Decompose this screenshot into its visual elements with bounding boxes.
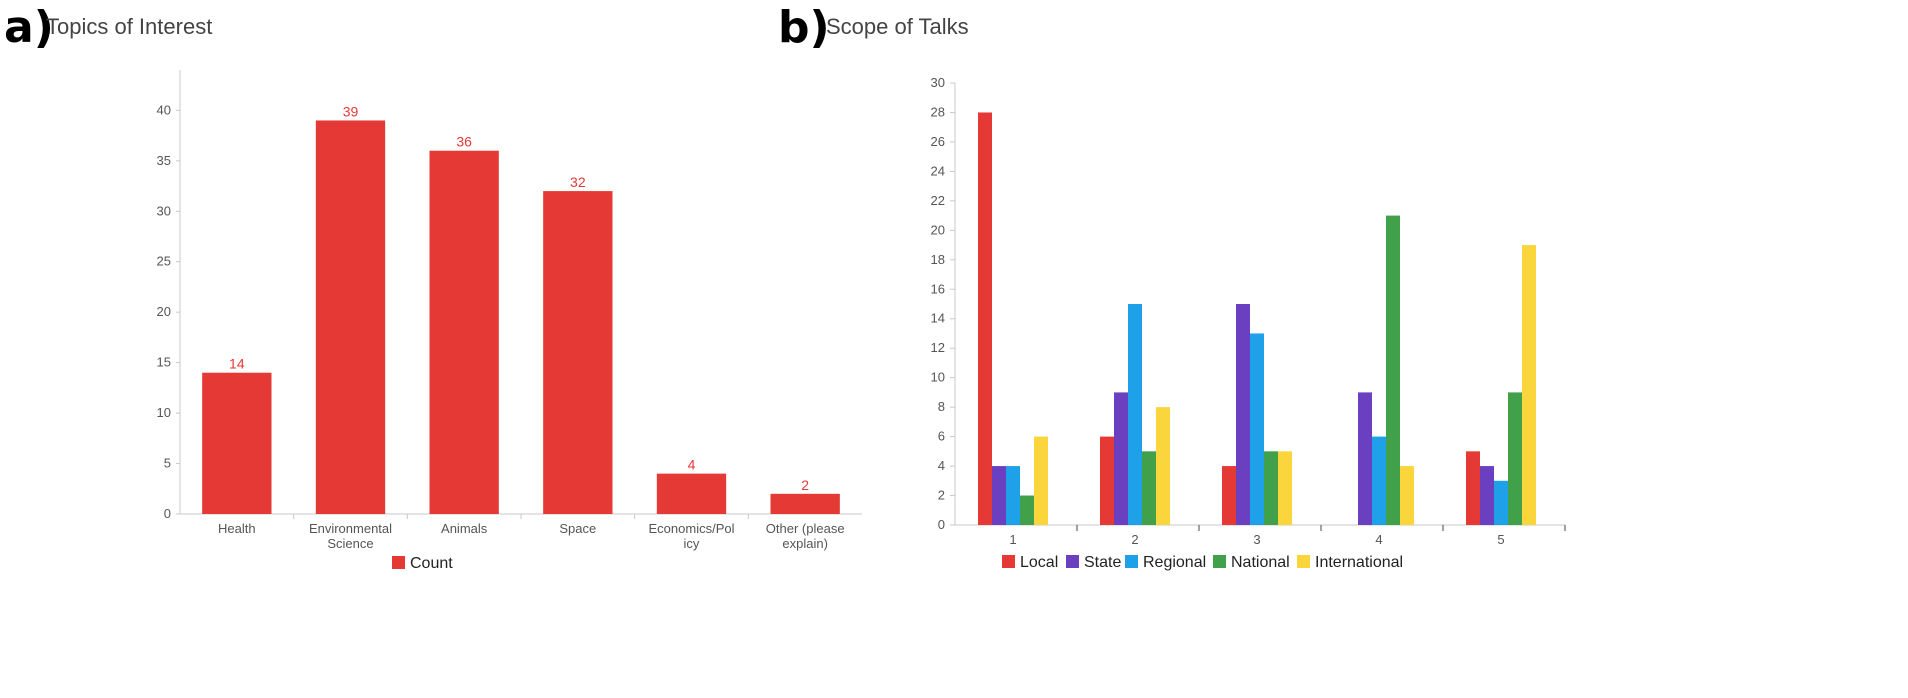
bar-national-5 [1508, 392, 1522, 525]
data-label: 14 [229, 356, 245, 372]
y-tick-label-a: 35 [157, 153, 171, 168]
bar-national-1 [1020, 495, 1034, 525]
y-tick-label-b: 14 [931, 311, 945, 326]
chart-a-topics-of-interest: 0 5 10 15 20 25 30 35 40 14 Health 39 Environmental S… [157, 70, 862, 572]
bar-space [543, 191, 613, 514]
legend-label-state: State [1084, 554, 1121, 571]
data-label: 39 [343, 103, 359, 119]
bar-local-2 [1100, 436, 1114, 525]
y-tick-label-a: 30 [157, 203, 171, 218]
y-tick-label-b: 4 [938, 458, 945, 473]
data-label: 2 [801, 477, 809, 493]
bar-regional-1 [1006, 466, 1020, 525]
bar-economics-policy [656, 473, 727, 514]
data-label: 32 [570, 174, 586, 190]
y-tick-label-b: 20 [931, 222, 945, 237]
y-tick-label-b: 24 [931, 163, 945, 178]
y-tick-label-b: 8 [938, 399, 945, 414]
y-tick-label-a: 0 [164, 506, 171, 521]
bar-international-5 [1522, 245, 1536, 526]
y-tick-label-b: 10 [931, 370, 945, 385]
x-tick-label-b: 1 [1009, 532, 1016, 547]
data-label: 36 [456, 134, 472, 150]
legend-label-national: National [1231, 554, 1290, 571]
y-tick-label-a: 5 [164, 456, 171, 471]
y-tick-label-b: 6 [938, 429, 945, 444]
bar-regional-3 [1250, 333, 1264, 525]
legend-swatch-national [1213, 555, 1226, 568]
x-tick-label-b: 3 [1253, 532, 1260, 547]
panel-a-letter: a) [4, 2, 54, 53]
legend-swatch-state [1066, 555, 1079, 568]
legend-label-count: Count [410, 555, 453, 572]
y-tick-label-b: 18 [931, 252, 945, 267]
bar-national-4 [1386, 215, 1400, 525]
y-tick-label-b: 2 [938, 488, 945, 503]
chart-a-title: Topics of Interest [46, 14, 213, 39]
bar-environmental-science [315, 120, 386, 515]
x-tick-label-b: 2 [1131, 532, 1138, 547]
y-tick-label-b: 16 [931, 281, 945, 296]
x-tick-label-a: Health [218, 521, 256, 536]
legend-swatch-count [392, 556, 405, 569]
bar-national-2 [1142, 451, 1156, 525]
y-tick-label-a: 25 [157, 254, 171, 269]
legend-label-international: International [1315, 554, 1403, 571]
y-tick-label-a: 15 [157, 355, 171, 370]
x-tick-label-a: Economics/Pol icy [649, 521, 735, 551]
x-tick-label-b: 4 [1375, 532, 1382, 547]
y-tick-label-a: 20 [157, 304, 171, 319]
y-tick-label-b: 26 [931, 134, 945, 149]
x-tick-label-a: Animals [441, 521, 488, 536]
x-tick-label-a: Environmental Science [309, 521, 392, 551]
bar-international-4 [1400, 466, 1414, 525]
panel-b-letter: b) [778, 2, 830, 53]
legend-swatch-regional [1125, 555, 1138, 568]
bar-state-5 [1480, 466, 1494, 525]
bar-local-1 [978, 112, 992, 525]
bar-state-3 [1236, 304, 1250, 525]
legend-swatch-international [1297, 555, 1310, 568]
x-tick-label-a: Space [559, 521, 596, 536]
legend-swatch-local [1002, 555, 1015, 568]
data-label: 4 [688, 457, 696, 473]
x-tick-label-a: Other (please explain) [766, 521, 845, 551]
bar-state-2 [1114, 392, 1128, 525]
y-tick-label-a: 10 [157, 405, 171, 420]
bar-animals [429, 150, 499, 514]
y-tick-label-b: 22 [931, 193, 945, 208]
y-tick-label-b: 12 [931, 340, 945, 355]
legend-label-local: Local [1020, 554, 1058, 571]
x-tick-label-b: 5 [1497, 532, 1504, 547]
bar-state-1 [992, 466, 1006, 525]
legend-label-regional: Regional [1143, 554, 1206, 571]
bar-national-3 [1264, 451, 1278, 525]
chart-b-title: Scope of Talks [826, 14, 969, 39]
y-tick-label-a: 40 [157, 102, 171, 117]
bar-international-3 [1278, 451, 1292, 525]
bar-international-2 [1156, 407, 1170, 525]
y-tick-label-b: 30 [931, 75, 945, 90]
bar-state-4 [1358, 392, 1372, 525]
bar-regional-5 [1494, 480, 1508, 525]
bar-local-3 [1222, 466, 1236, 525]
bar-international-1 [1034, 436, 1048, 525]
bar-regional-2 [1128, 304, 1142, 525]
bar-regional-4 [1372, 436, 1386, 525]
bar-other-please-explain- [770, 493, 840, 514]
bar-local-5 [1466, 451, 1480, 525]
y-tick-label-b: 28 [931, 104, 945, 119]
y-tick-label-b: 0 [938, 517, 945, 532]
bar-health [202, 372, 272, 514]
